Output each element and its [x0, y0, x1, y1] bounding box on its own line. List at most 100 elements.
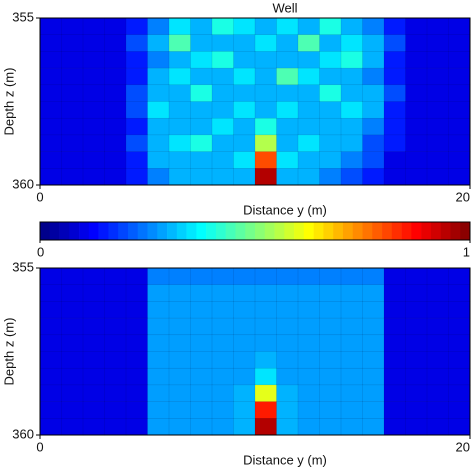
colorbar-frame [39, 221, 471, 241]
heatmap-cell [405, 401, 428, 419]
heatmap-cell [426, 351, 450, 369]
heatmap-cell [104, 84, 127, 103]
heatmap-cell [104, 134, 127, 153]
heatmap-cell [147, 401, 170, 419]
heatmap-cell [319, 351, 342, 369]
heatmap-cell [254, 101, 278, 119]
colorbar-tick-label: 0 [37, 244, 44, 259]
colorbar-segment [215, 222, 226, 240]
heatmap-cell [254, 151, 278, 169]
heatmap-cell [448, 168, 471, 186]
heatmap-cell [276, 117, 299, 136]
colorbar-segment [186, 222, 197, 240]
heatmap-cell [168, 284, 192, 302]
heatmap-cell [426, 117, 450, 136]
heatmap-cell [276, 367, 299, 386]
heatmap-cell [233, 168, 256, 186]
heatmap-cell [405, 67, 428, 86]
heatmap-cell [104, 317, 127, 336]
heatmap-cell [340, 267, 364, 286]
heatmap-cell [39, 367, 63, 386]
heatmap-cell [254, 418, 278, 436]
heatmap-cell [297, 317, 321, 336]
heatmap-cell [233, 84, 256, 103]
heatmap-cell [448, 101, 471, 119]
heatmap-cell [276, 267, 299, 286]
heatmap-cell [190, 84, 213, 103]
heatmap-cell [448, 34, 471, 52]
heatmap-cell [125, 151, 149, 169]
heatmap-cell [61, 418, 84, 436]
heatmap-cell [61, 117, 84, 136]
heatmap-cell [405, 267, 428, 286]
heatmap-cell [168, 334, 192, 353]
heatmap-cell [297, 84, 321, 103]
heatmap-cell [319, 168, 342, 186]
colorbar-segment [108, 222, 119, 240]
heatmap-cell [254, 67, 278, 86]
heatmap-cell [211, 17, 235, 36]
heatmap-cell [39, 67, 63, 86]
heatmap-cell [340, 51, 364, 69]
heatmap-cell [254, 334, 278, 353]
heatmap-cell [297, 418, 321, 436]
heatmap-cell [340, 151, 364, 169]
heatmap-cell [82, 367, 106, 386]
heatmap-cell [362, 34, 385, 52]
heatmap-cell [82, 401, 106, 419]
chart-title: Well [272, 0, 297, 15]
heatmap-cell [168, 384, 192, 403]
heatmap-cell [39, 101, 63, 119]
heatmap-cell [61, 384, 84, 403]
heatmap-cell [82, 117, 106, 136]
heatmap-cell [233, 267, 256, 286]
heatmap-cell [233, 301, 256, 319]
heatmap-cell [39, 284, 63, 302]
heatmap-cell [297, 67, 321, 86]
heatmap-cell [233, 384, 256, 403]
heatmap-cell [340, 351, 364, 369]
heatmap-cell [276, 134, 299, 153]
heatmap-cell [319, 367, 342, 386]
heatmap-cell [426, 418, 450, 436]
colorbar-segment [196, 222, 207, 240]
heatmap-cell [319, 334, 342, 353]
heatmap-cell [82, 418, 106, 436]
heatmap-cell [211, 418, 235, 436]
heatmap-cell [297, 168, 321, 186]
heatmap-cell [448, 51, 471, 69]
heatmap-cell [168, 168, 192, 186]
heatmap-cell [211, 284, 235, 302]
heatmap-cell [190, 51, 213, 69]
heatmap-cell [190, 67, 213, 86]
heatmap-cell [297, 51, 321, 69]
heatmap-cell [82, 17, 106, 36]
x-axis-label: Distance y (m) [243, 202, 327, 217]
heatmap-cell [39, 384, 63, 403]
heatmap-cell [125, 351, 149, 369]
heatmap-cell [254, 401, 278, 419]
heatmap-cell [125, 367, 149, 386]
heatmap-cell [61, 51, 84, 69]
heatmap-cell [405, 301, 428, 319]
heatmap-cell [168, 34, 192, 52]
colorbar-segment [118, 222, 129, 240]
heatmap-cell [233, 17, 256, 36]
heatmap-cell [297, 401, 321, 419]
heatmap-cell [340, 67, 364, 86]
heatmap-cell [233, 67, 256, 86]
heatmap-cell [190, 317, 213, 336]
heatmap-cell [405, 168, 428, 186]
heatmap-cell [125, 301, 149, 319]
heatmap-cell [319, 17, 342, 36]
heatmap-cell [276, 168, 299, 186]
heatmap-cell [383, 101, 407, 119]
heatmap-cell [168, 17, 192, 36]
heatmap-cell [39, 401, 63, 419]
y-tick-label: 360 [12, 176, 34, 191]
heatmap-cell [319, 401, 342, 419]
heatmap-cell [168, 134, 192, 153]
heatmap-cell [39, 317, 63, 336]
heatmap-cell [276, 284, 299, 302]
heatmap-cell [426, 267, 450, 286]
